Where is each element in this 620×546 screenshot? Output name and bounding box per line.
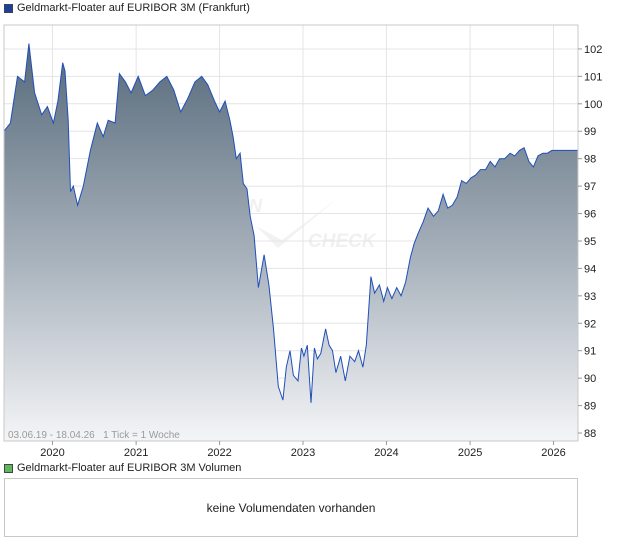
- y-tick-label: 91: [584, 346, 596, 358]
- y-tick-label: 93: [584, 291, 596, 303]
- y-tick-label: 95: [584, 236, 596, 248]
- y-tick-label: 90: [584, 373, 596, 385]
- volume-legend-swatch: [4, 463, 13, 473]
- y-tick-label: 88: [584, 428, 596, 440]
- y-tick-label: 89: [584, 401, 596, 413]
- y-tick-label: 100: [584, 99, 602, 111]
- x-tick-label: 2026: [541, 447, 565, 459]
- volume-empty-message: keine Volumendaten vorhanden: [206, 500, 376, 515]
- volume-panel: keine Volumendaten vorhanden: [4, 478, 578, 537]
- y-tick-label: 99: [584, 126, 596, 138]
- x-axis: 2020 2021 2022 2023 2024 2025 2026: [40, 441, 566, 459]
- price-chart: IEN CHECK 888990919293949596979899100101…: [3, 24, 602, 459]
- y-tick-label: 97: [584, 181, 596, 193]
- x-tick-label: 2022: [207, 447, 231, 459]
- x-tick-label: 2025: [458, 447, 482, 459]
- chart-info: 03.06.19 - 18.04.26 1 Tick = 1 Woche: [8, 430, 180, 441]
- x-tick-label: 2024: [374, 447, 398, 459]
- x-tick-label: 2020: [40, 447, 64, 459]
- svg-text:CHECK: CHECK: [308, 231, 377, 252]
- y-axis: 88 89 90 91 92 93 94 95 96 97 98 99 100 101 102: [578, 44, 602, 440]
- y-tick-label: 102: [584, 44, 602, 56]
- x-tick-label: 2023: [291, 447, 315, 459]
- y-tick-label: 101: [584, 71, 602, 83]
- price-area: [4, 43, 578, 441]
- y-tick-label: 94: [584, 263, 596, 275]
- x-tick-label: 2021: [124, 447, 148, 459]
- price-legend-label: Geldmarkt-Floater auf EURIBOR 3M (Frankf…: [17, 2, 250, 14]
- volume-legend: Geldmarkt-Floater auf EURIBOR 3M Volumen: [4, 461, 241, 475]
- y-tick-label: 92: [584, 318, 596, 330]
- y-tick-label: 96: [584, 209, 596, 221]
- y-tick-label: 98: [584, 154, 596, 166]
- plot-frame: [3, 24, 579, 442]
- volume-legend-label: Geldmarkt-Floater auf EURIBOR 3M Volumen: [17, 462, 242, 474]
- price-line: [3, 43, 578, 403]
- price-legend-swatch: [4, 3, 13, 13]
- price-legend: Geldmarkt-Floater auf EURIBOR 3M (Frankf…: [4, 1, 250, 15]
